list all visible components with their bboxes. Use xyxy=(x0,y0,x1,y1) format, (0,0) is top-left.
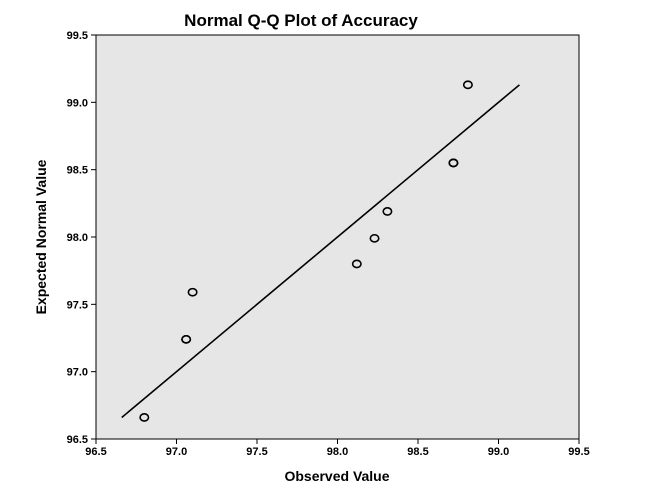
data-point xyxy=(181,334,192,344)
y-tick-label: 99.0 xyxy=(67,97,88,109)
data-points xyxy=(139,80,473,422)
y-tick-label: 98.0 xyxy=(67,232,88,244)
data-point xyxy=(462,80,473,90)
x-tick-label: 98.5 xyxy=(407,446,428,458)
y-axis-label: Expected Normal Value xyxy=(33,159,49,314)
y-axis: 96.5 97.0 97.5 98.0 98.5 99.0 99.5 xyxy=(67,30,96,446)
x-tick-label: 99.5 xyxy=(568,446,589,458)
x-tick-label: 96.5 xyxy=(85,446,106,458)
y-tick-label: 97.0 xyxy=(67,367,88,379)
chart-title: Normal Q-Q Plot of Accuracy xyxy=(184,11,418,30)
data-point xyxy=(382,207,393,216)
y-tick-label: 96.5 xyxy=(67,434,88,446)
data-point xyxy=(187,287,198,297)
x-axis-label: Observed Value xyxy=(284,468,389,484)
x-tick-label: 99.0 xyxy=(488,446,509,458)
x-tick-label: 98.0 xyxy=(327,446,348,458)
y-tick-label: 99.5 xyxy=(67,30,88,42)
data-point xyxy=(369,233,380,243)
data-point xyxy=(448,158,459,168)
data-point xyxy=(139,413,150,422)
x-axis: 96.5 97.0 97.5 98.0 98.5 99.0 99.5 xyxy=(85,439,590,458)
x-tick-label: 97.5 xyxy=(246,446,267,458)
x-tick-label: 97.0 xyxy=(166,446,187,458)
reference-line xyxy=(121,84,520,419)
y-tick-label: 98.5 xyxy=(67,165,88,177)
y-tick-label: 97.5 xyxy=(67,299,88,311)
data-point xyxy=(351,259,362,269)
